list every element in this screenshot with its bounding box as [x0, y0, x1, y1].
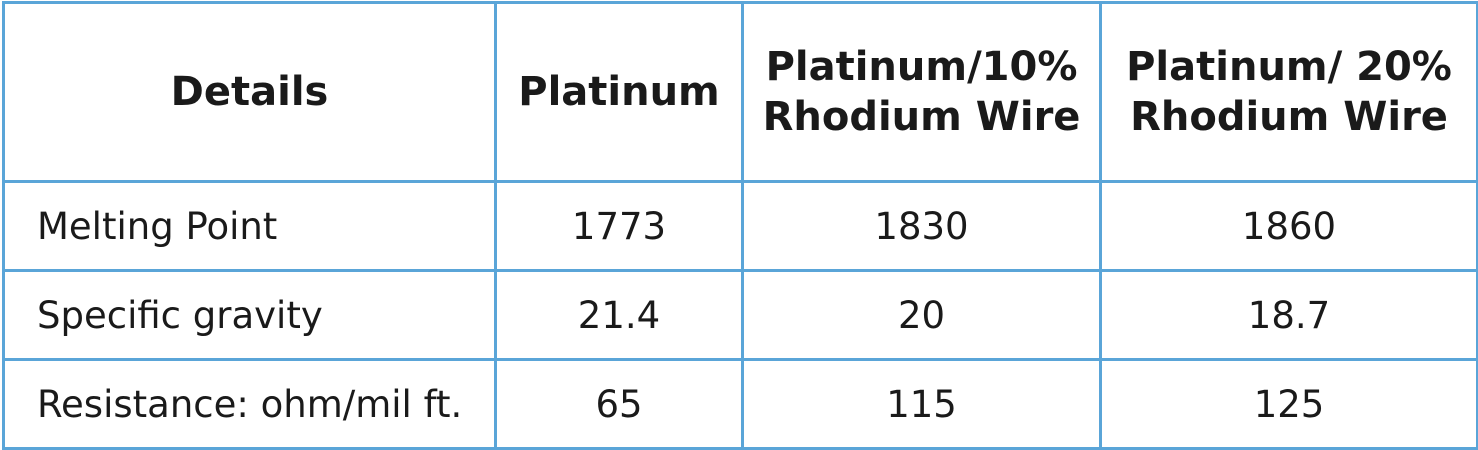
- cell-melting-point-pt10rh: 1830: [741, 180, 1102, 272]
- header-platinum: Platinum: [494, 1, 744, 183]
- cell-resistance-pt20rh: 125: [1099, 358, 1478, 450]
- header-platinum-10-line-2: Rhodium Wire: [762, 94, 1081, 140]
- cell-resistance-pt10rh: 115: [741, 358, 1102, 450]
- cell-specific-gravity-platinum: 21.4: [494, 269, 744, 361]
- row-label-resistance: Resistance: ohm/mil ft.: [2, 358, 497, 450]
- header-platinum-20-rhodium: Platinum/ 20% Rhodium Wire: [1099, 1, 1478, 183]
- cell-specific-gravity-pt20rh: 18.7: [1099, 269, 1478, 361]
- header-row: Details Platinum Platinum/10% Rhodium Wi…: [2, 1, 1478, 183]
- header-platinum-10-line-1: Platinum/10%: [765, 44, 1078, 90]
- header-platinum-line-1: Platinum: [518, 69, 720, 115]
- row-label-melting-point: Melting Point: [2, 180, 497, 272]
- table-body: Melting Point 1773 1830 1860 Specific gr…: [2, 180, 1478, 450]
- header-details-line-1: Details: [170, 69, 329, 115]
- table-row-melting-point: Melting Point 1773 1830 1860: [2, 180, 1478, 272]
- table-header: Details Platinum Platinum/10% Rhodium Wi…: [2, 1, 1478, 183]
- header-platinum-20-line-1: Platinum/ 20%: [1126, 44, 1452, 90]
- cell-melting-point-pt20rh: 1860: [1099, 180, 1478, 272]
- row-label-specific-gravity: Specific gravity: [2, 269, 497, 361]
- cell-specific-gravity-pt10rh: 20: [741, 269, 1102, 361]
- header-details: Details: [2, 1, 497, 183]
- header-platinum-10-rhodium: Platinum/10% Rhodium Wire: [741, 1, 1102, 183]
- table-row-specific-gravity: Specific gravity 21.4 20 18.7: [2, 269, 1478, 361]
- table-row-resistance: Resistance: ohm/mil ft. 65 115 125: [2, 358, 1478, 450]
- header-platinum-20-line-2: Rhodium Wire: [1130, 94, 1448, 140]
- cell-melting-point-platinum: 1773: [494, 180, 744, 272]
- cell-resistance-platinum: 65: [494, 358, 744, 450]
